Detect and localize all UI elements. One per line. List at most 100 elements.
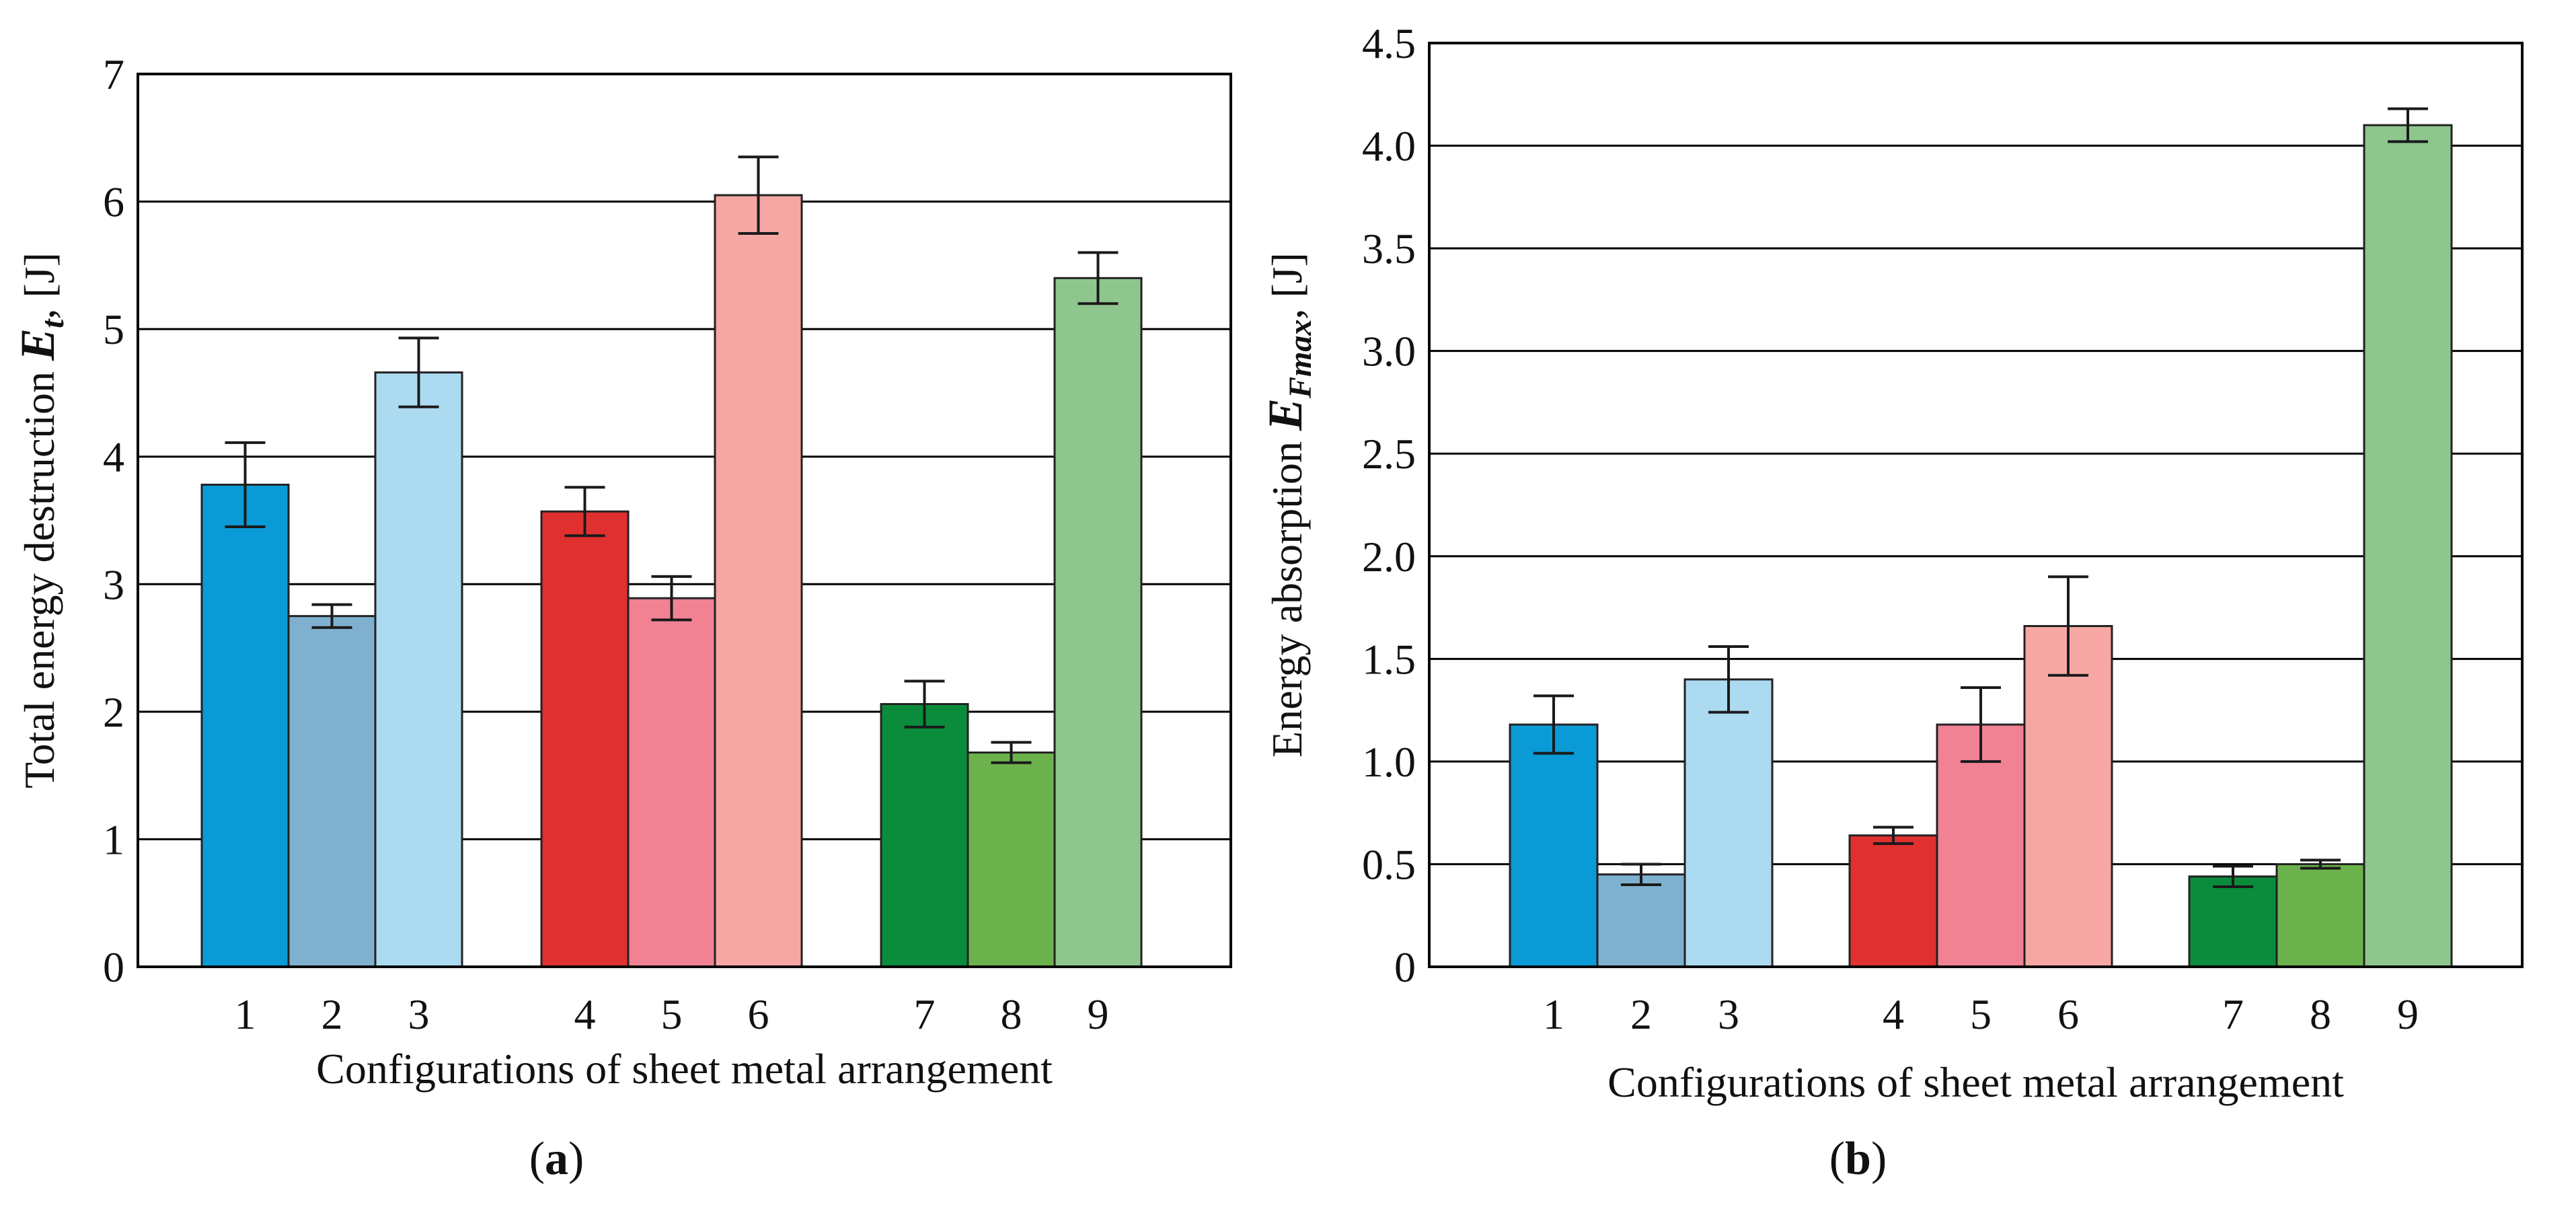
- a-y-tick-label: 5: [103, 305, 124, 353]
- b-error-bar-7: [2213, 865, 2253, 889]
- b-y-tick-label: 0.5: [1362, 840, 1416, 888]
- a-x-tick-label: 9: [1088, 990, 1109, 1038]
- b-error-bars: [1533, 107, 2428, 889]
- b-y-tick-label: 1.5: [1362, 635, 1416, 683]
- a-bar-4: [540, 510, 630, 968]
- a-y-tick-label: 6: [103, 178, 124, 226]
- b-x-tick-label: 2: [1630, 990, 1652, 1038]
- b-x-tick-label: 6: [2057, 990, 2079, 1038]
- a-bar-3: [374, 371, 463, 968]
- a-y-tick-label: 4: [103, 433, 124, 481]
- b-plot-frame: [1428, 42, 2524, 968]
- a-y-axis-label: Total energy destruction Et, [J]: [11, 252, 71, 789]
- b-x-tick-label: 3: [1718, 990, 1739, 1038]
- a-error-bar-2: [311, 603, 352, 629]
- a-bars: [200, 194, 1143, 968]
- a-error-bar-3: [398, 336, 439, 408]
- b-y-tick-labels: 0 0.5 1.0 1.5 2.0 2.5 3.0 3.5 4.0 4.5: [1362, 20, 1416, 991]
- a-x-tick-label: 3: [408, 990, 430, 1038]
- b-error-bar-8: [2300, 858, 2341, 870]
- b-bar-2: [1596, 873, 1686, 968]
- b-panel-label: (b): [1829, 1133, 1887, 1185]
- a-y-tick-label: 2: [103, 688, 124, 736]
- a-panel-letter: a: [545, 1133, 568, 1185]
- a-y-tick-label: 0: [103, 943, 124, 991]
- a-y-axis-symbol: E: [11, 328, 65, 361]
- a-bar-6: [714, 194, 803, 968]
- a-bar-1: [200, 483, 290, 968]
- b-bar-6: [2023, 625, 2113, 968]
- a-y-tick-label: 3: [103, 560, 124, 608]
- b-error-bar-9: [2388, 107, 2428, 143]
- b-error-bar-2: [1621, 863, 1661, 886]
- b-error-bar-1: [1533, 694, 1574, 755]
- b-x-tick-label: 8: [2310, 990, 2331, 1038]
- a-x-axis-label: Configurations of sheet metal arrangemen…: [316, 1045, 1053, 1093]
- a-y-axis-unit: , [J]: [15, 252, 63, 320]
- b-x-axis-label: Configurations of sheet metal arrangemen…: [1607, 1058, 2344, 1106]
- b-y-axis-label-text: Energy absorption: [1263, 441, 1311, 758]
- b-y-tick-label: 4.0: [1362, 122, 1416, 170]
- b-panel-letter: b: [1845, 1133, 1871, 1185]
- b-y-axis-subscript: Fmax: [1283, 320, 1318, 399]
- a-y-axis-subscript: t: [35, 318, 71, 328]
- b-x-tick-labels: 1 2 3 4 5 6 7 8 9: [1543, 990, 2419, 1038]
- b-y-axis-unit: , [J]: [1263, 252, 1311, 320]
- a-x-tick-label: 8: [1001, 990, 1022, 1038]
- b-bar-9: [2363, 124, 2453, 968]
- b-error-bar-4: [1873, 826, 1914, 845]
- a-error-bar-5: [651, 575, 692, 622]
- a-y-tick-label: 1: [103, 815, 124, 863]
- panel-a: 0 1 2 3 4 5 6 7 1 2 3 4 5 6 7 8 9 Configurations of she…: [11, 50, 1232, 1185]
- a-bar-5: [627, 597, 716, 968]
- a-y-axis-label-text: Total energy destruction: [15, 371, 63, 789]
- b-error-bar-6: [2048, 575, 2088, 677]
- a-bar-2: [287, 615, 377, 968]
- b-bar-8: [2275, 863, 2365, 968]
- b-y-axis-label: Energy absorption EFmax, [J]: [1258, 252, 1318, 758]
- a-bar-8: [967, 752, 1056, 968]
- b-y-tick-label: 1.0: [1362, 738, 1416, 786]
- a-x-tick-label: 6: [748, 990, 769, 1038]
- b-bars: [1509, 124, 2453, 968]
- a-error-bar-7: [904, 680, 945, 729]
- b-bar-5: [1936, 723, 2026, 968]
- b-x-tick-label: 1: [1543, 990, 1564, 1038]
- a-y-tick-labels: 0 1 2 3 4 5 6 7: [103, 50, 124, 991]
- b-y-tick-label: 2.5: [1362, 430, 1416, 478]
- a-x-tick-label: 4: [574, 990, 596, 1038]
- a-error-bar-8: [991, 741, 1032, 764]
- b-error-bar-5: [1961, 686, 2001, 763]
- b-error-bar-3: [1708, 645, 1749, 714]
- a-x-tick-labels: 1 2 3 4 5 6 7 8 9: [235, 990, 1109, 1038]
- b-x-tick-label: 7: [2222, 990, 2244, 1038]
- b-x-tick-label: 5: [1970, 990, 1992, 1038]
- b-bar-7: [2188, 875, 2278, 968]
- a-error-bar-1: [225, 441, 266, 528]
- b-bar-4: [1848, 834, 1938, 968]
- a-bar-7: [880, 702, 969, 968]
- b-y-tick-label: 3.5: [1362, 225, 1416, 272]
- a-x-tick-label: 2: [321, 990, 343, 1038]
- b-y-tick-label: 4.5: [1362, 20, 1416, 67]
- b-y-axis-symbol: E: [1258, 398, 1312, 431]
- a-x-tick-label: 1: [235, 990, 256, 1038]
- a-bar-9: [1053, 277, 1143, 968]
- a-error-bar-4: [564, 486, 605, 538]
- a-plot-frame: [137, 73, 1232, 968]
- b-bar-3: [1683, 678, 1774, 968]
- b-y-tick-label: 3.0: [1362, 328, 1416, 375]
- b-bar-1: [1509, 723, 1599, 968]
- a-error-bars: [225, 155, 1119, 764]
- a-error-bar-6: [738, 155, 779, 235]
- a-panel-label: (a): [529, 1133, 584, 1185]
- b-x-tick-label: 9: [2397, 990, 2419, 1038]
- b-x-tick-label: 4: [1883, 990, 1904, 1038]
- a-x-tick-label: 7: [914, 990, 936, 1038]
- b-y-tick-label: 2.0: [1362, 533, 1416, 581]
- b-y-tick-label: 0: [1394, 943, 1416, 991]
- a-error-bar-9: [1077, 251, 1119, 305]
- panel-b: 0 0.5 1.0 1.5 2.0 2.5 3.0 3.5 4.0 4.5 1 2 3 4 5 6 7 8 9 C…: [1258, 20, 2524, 1185]
- a-x-tick-label: 5: [661, 990, 683, 1038]
